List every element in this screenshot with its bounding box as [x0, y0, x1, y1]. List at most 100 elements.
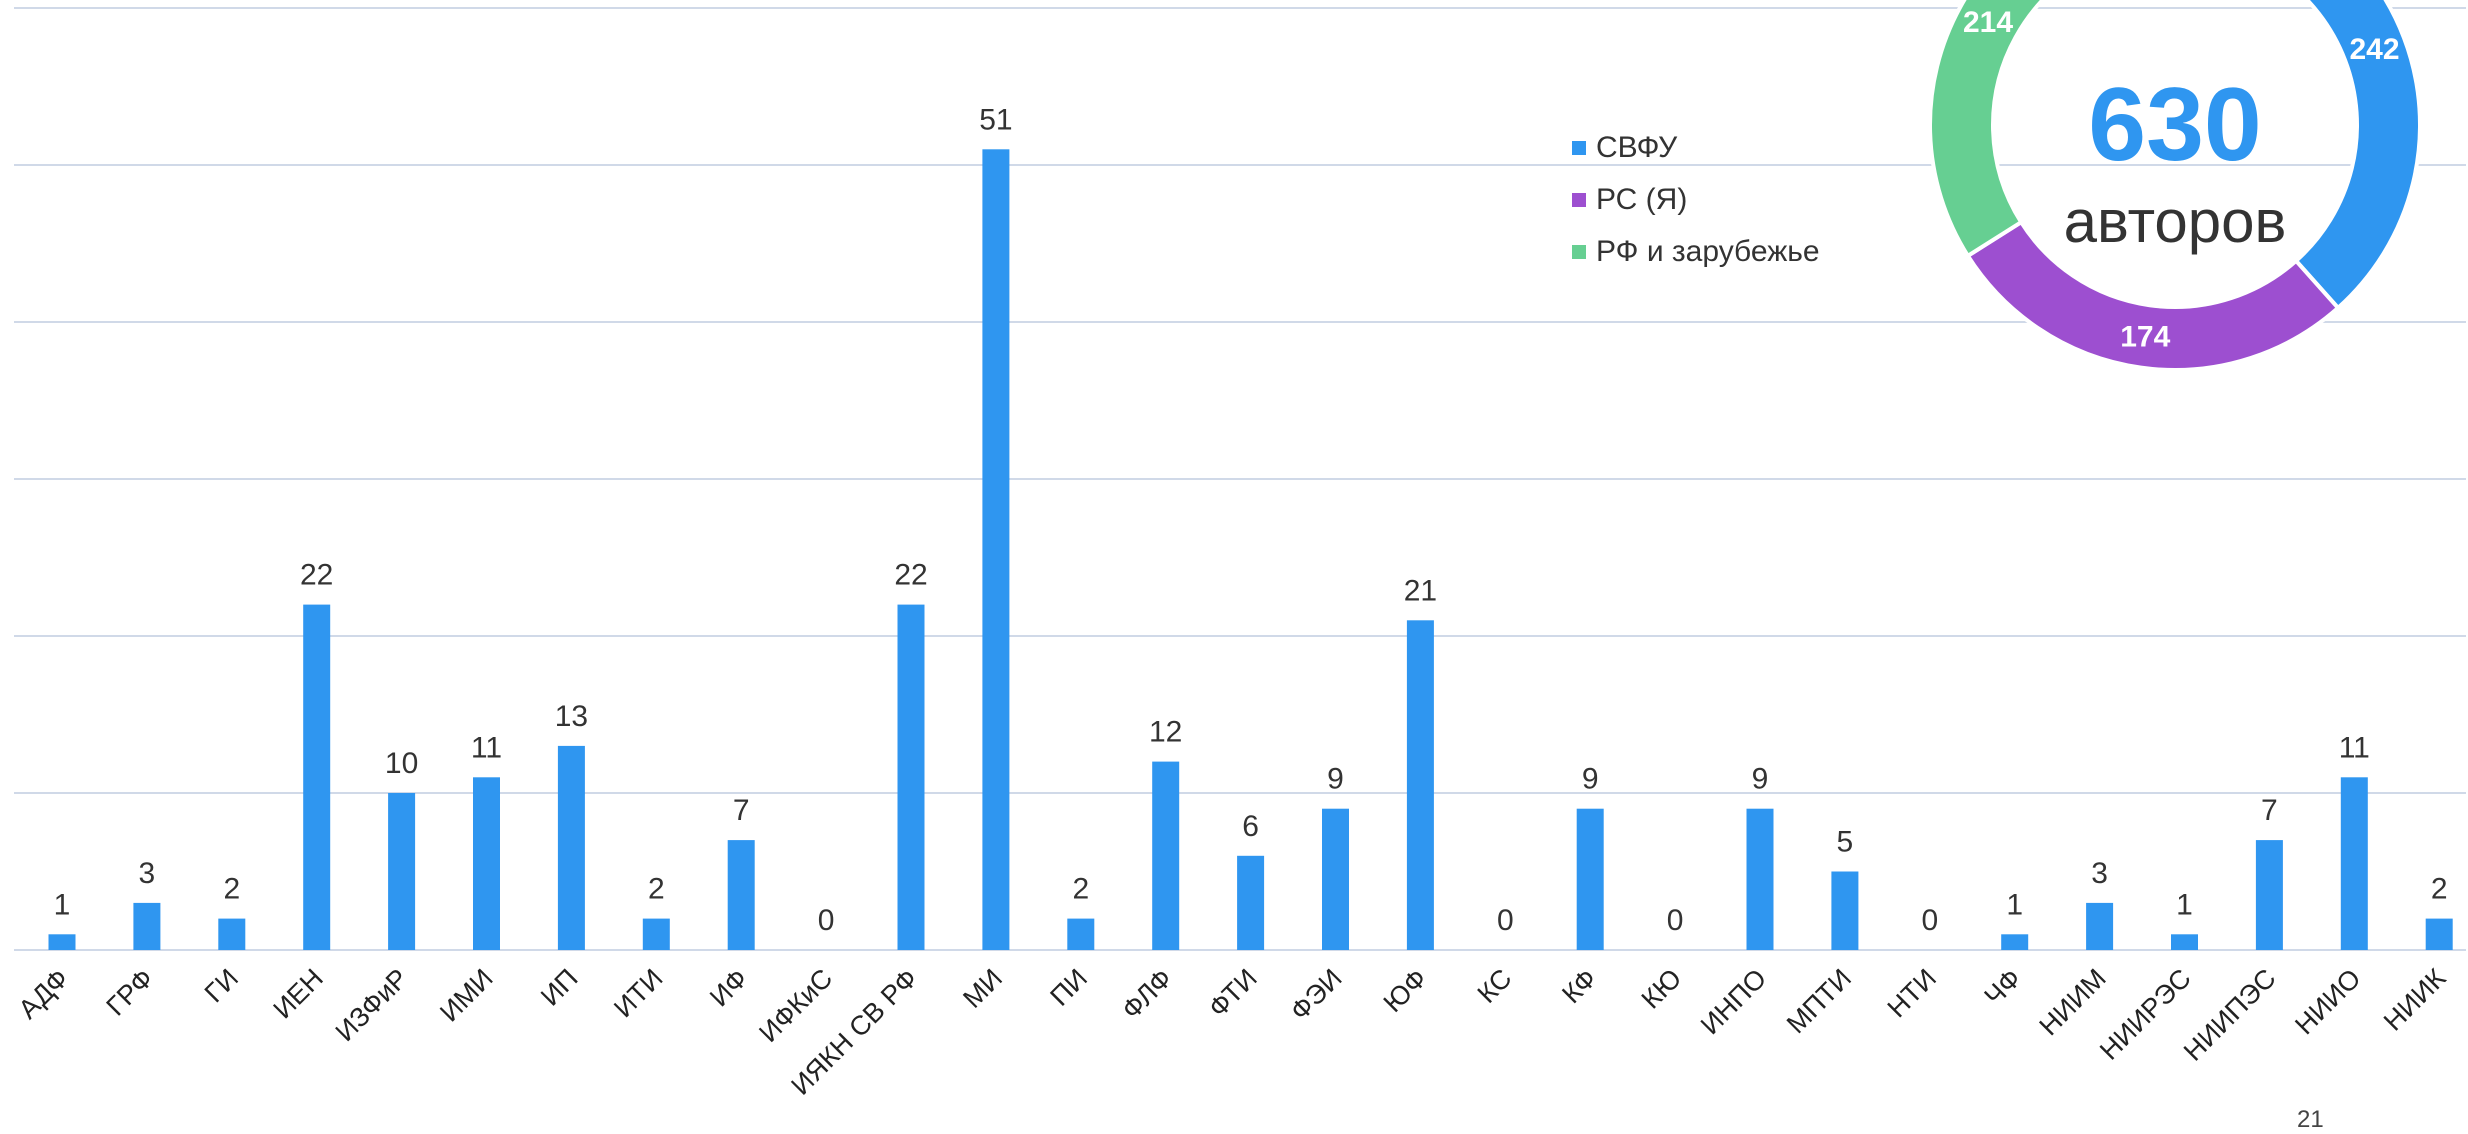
bar-value-label: 1	[54, 888, 71, 921]
x-tick-label: НИИРЭС	[2094, 963, 2197, 1066]
donut-slice	[2293, 0, 2422, 311]
bar-value-label: 2	[1072, 873, 1089, 906]
legend-item-rs-ya: РС (Я)	[1572, 174, 1820, 226]
x-tick-label: АДФ	[13, 963, 75, 1025]
bar	[2340, 777, 2368, 950]
bar	[1322, 808, 1349, 950]
bar	[1152, 761, 1180, 950]
bar	[727, 840, 755, 950]
bar-value-label: 9	[1582, 763, 1599, 796]
bar-value-label: 7	[2261, 794, 2278, 827]
x-tick-label: ИФКиС	[753, 963, 838, 1048]
x-tick-label: НИИК	[2378, 963, 2452, 1037]
bar	[557, 745, 585, 950]
bar	[388, 793, 416, 950]
bar-value-label: 5	[1837, 826, 1854, 859]
x-tick-label: ИФ	[704, 963, 753, 1012]
donut-slice	[1928, 0, 2046, 259]
legend-item-rf-abroad: РФ и зарубежье	[1572, 226, 1820, 278]
x-tick-label: ФЛФ	[1116, 963, 1178, 1025]
x-tick-label: ИЕН	[267, 963, 328, 1024]
bar-value-label: 13	[555, 700, 588, 733]
chart-legend: СВФУ РС (Я) РФ и зарубежье	[1572, 122, 1820, 278]
bar-value-label: 1	[2006, 888, 2023, 921]
bar-value-label: 0	[1667, 904, 1684, 937]
donut-total-value: 630	[2088, 67, 2262, 183]
x-tick-label: ИТИ	[608, 963, 668, 1023]
bar	[218, 918, 246, 950]
bar-value-label: 22	[894, 559, 927, 592]
bar-value-label: 12	[1149, 716, 1182, 749]
bar	[2425, 918, 2453, 950]
x-tick-label: КФ	[1556, 963, 1602, 1009]
x-tick-label: ИМИ	[434, 963, 499, 1028]
donut-slices	[1928, 0, 2422, 372]
x-tick-label: НИИМ	[2033, 963, 2111, 1041]
donut-slice-label: 174	[2120, 320, 2170, 353]
x-tick-label: ФЭИ	[1285, 963, 1348, 1026]
bar-value-label: 0	[1921, 904, 1938, 937]
bar	[642, 918, 670, 950]
bar	[1406, 620, 1434, 950]
x-tick-label: КЮ	[1636, 963, 1688, 1015]
authors-donut-chart: 242 174 214 630 авторов	[1928, 0, 2422, 372]
donut-slice-label: 242	[2349, 33, 2399, 66]
bar	[2001, 934, 2029, 950]
legend-swatch	[1572, 193, 1586, 207]
donut-total-caption: авторов	[2064, 188, 2287, 255]
bar-value-label: 0	[1497, 904, 1514, 937]
bar-value-label: 2	[2431, 873, 2448, 906]
donut-slice-labels: 242 174 214	[1963, 6, 2400, 353]
legend-label: РС (Я)	[1596, 183, 1688, 216]
x-tick-label: МИ	[957, 963, 1008, 1014]
bar	[1067, 918, 1095, 950]
bar-value-label: 2	[223, 873, 240, 906]
bar	[473, 777, 500, 950]
x-tick-label: ФТИ	[1203, 963, 1263, 1023]
bar	[1831, 871, 1859, 950]
x-tick-label: НИИО	[2289, 963, 2366, 1040]
chart-gridlines	[14, 7, 2466, 951]
bar	[2255, 840, 2283, 950]
x-tick-label: ИП	[535, 963, 584, 1012]
bar	[1576, 808, 1604, 950]
bar-value-label: 3	[2091, 857, 2108, 890]
x-tick-label: МПТИ	[1781, 963, 1857, 1039]
bar	[133, 902, 161, 950]
bar-value-label: 7	[733, 794, 750, 827]
legend-label: СВФУ	[1596, 131, 1678, 164]
bar	[48, 934, 76, 950]
bar	[982, 149, 1010, 951]
bar-value-label: 1	[2176, 888, 2193, 921]
x-tick-label: ЧФ	[1978, 963, 2026, 1011]
legend-swatch	[1572, 245, 1586, 259]
bar	[2086, 902, 2114, 950]
bar-value-label: 0	[818, 904, 835, 937]
bar	[2171, 934, 2198, 950]
x-tick-label: ГРФ	[101, 963, 160, 1022]
bar	[1746, 808, 1774, 950]
x-tick-label: ЮФ	[1378, 963, 1433, 1018]
bar-value-label: 6	[1242, 810, 1259, 843]
bar-value-label: 9	[1752, 763, 1769, 796]
page-number: 21	[2297, 1106, 2324, 1133]
bar-value-label: 51	[979, 103, 1012, 136]
bar-value-label: 3	[139, 857, 156, 890]
legend-label: РФ и зарубежье	[1596, 235, 1820, 268]
x-tick-label: ГИ	[199, 963, 244, 1008]
x-tick-label: ПИ	[1044, 963, 1093, 1012]
legend-swatch	[1572, 141, 1586, 155]
x-tick-label: НТИ	[1882, 963, 1942, 1023]
bar	[303, 604, 331, 950]
bar-value-label: 2	[648, 873, 665, 906]
bar-value-label: 21	[1404, 574, 1437, 607]
x-tick-label: ИЗФиР	[330, 963, 414, 1047]
legend-item-svfu: СВФУ	[1572, 122, 1820, 174]
donut-slice-label: 214	[1963, 6, 2013, 39]
bar-value-label: 11	[2339, 731, 2370, 764]
bar-value-label: 9	[1327, 763, 1344, 796]
bar-value-label: 22	[300, 559, 333, 592]
